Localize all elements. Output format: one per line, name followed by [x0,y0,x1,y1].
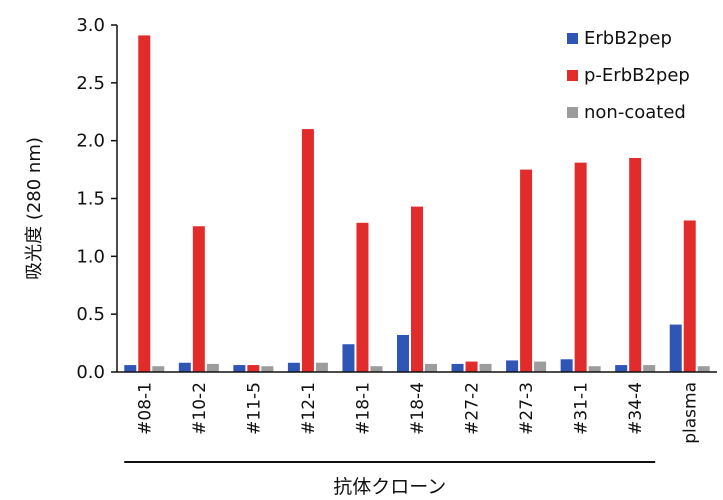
bar-erbb2pep-1 [178,362,191,372]
bar-non-coated-1 [206,363,219,372]
bar-p-erbb2pep-10 [683,220,696,372]
category-label: #12-1 [299,382,319,435]
legend-swatch [567,107,578,118]
y-tick-label: 0.0 [76,362,105,383]
legend-swatch [567,70,578,81]
legend-label: p-ErbB2pep [584,65,690,86]
category-label: plasma [681,382,701,444]
y-tick-label: 1.0 [76,246,105,267]
legend-swatch [567,33,578,44]
bar-erbb2pep-4 [342,344,355,372]
bar-erbb2pep-3 [287,362,300,372]
y-axis-title: 吸光度 (280 nm) [24,137,45,280]
category-label: #08-1 [135,382,155,435]
y-tick-label: 1.5 [76,189,105,210]
y-tick-label: 0.5 [76,304,105,325]
category-label: #27-2 [463,382,483,435]
bar-p-erbb2pep-2 [247,365,260,372]
category-label: #18-4 [408,382,428,435]
bar-non-coated-6 [479,363,492,372]
bar-erbb2pep-6 [451,363,464,372]
y-tick-label: 3.0 [76,15,105,36]
legend-label: ErbB2pep [584,28,672,49]
bar-p-erbb2pep-9 [629,158,642,372]
bar-non-coated-9 [643,365,656,372]
bar-non-coated-4 [370,366,383,372]
bar-p-erbb2pep-6 [465,361,478,372]
bar-erbb2pep-0 [124,365,137,372]
category-label: #34-4 [626,382,646,435]
bar-non-coated-8 [588,366,601,372]
legend: ErbB2pep p-ErbB2pep non-coated [567,28,690,123]
bar-p-erbb2pep-5 [411,206,423,372]
category-labels: #08-1 #10-2 #11-5 #12-1 #18-1 #18-4 #27-2 #27-3… [135,382,700,444]
bars [124,35,710,372]
bar-p-erbb2pep-0 [138,35,151,372]
clone-group-label: 抗体クローン [333,476,446,498]
category-label: #10-2 [190,382,210,435]
bar-erbb2pep-9 [615,365,628,372]
bar-p-erbb2pep-3 [301,129,314,372]
y-tick-label: 2.0 [76,131,105,152]
bar-erbb2pep-10 [669,324,682,372]
bar-non-coated-7 [534,361,547,372]
bar-erbb2pep-7 [506,360,519,372]
bar-p-erbb2pep-4 [356,222,369,372]
bar-p-erbb2pep-1 [192,226,205,372]
y-tick-label: 2.5 [76,73,105,94]
bar-non-coated-10 [697,366,710,372]
bar-erbb2pep-5 [397,334,409,372]
legend-label: non-coated [584,102,686,123]
bar-p-erbb2pep-7 [520,169,533,372]
bar-non-coated-3 [315,362,328,372]
category-label: #18-1 [353,382,373,435]
category-label: #27-3 [517,382,537,435]
y-axis-ticks: 0.0 0.5 1.0 1.5 2.0 2.5 3.0 [76,15,117,383]
bar-non-coated-0 [152,366,165,372]
bar-non-coated-5 [425,363,437,372]
bar-non-coated-2 [261,366,274,372]
category-label: #31-1 [572,382,592,435]
bar-p-erbb2pep-8 [574,162,587,372]
category-label: #11-5 [244,382,264,435]
bar-erbb2pep-8 [560,359,573,372]
bar-erbb2pep-2 [233,365,246,372]
